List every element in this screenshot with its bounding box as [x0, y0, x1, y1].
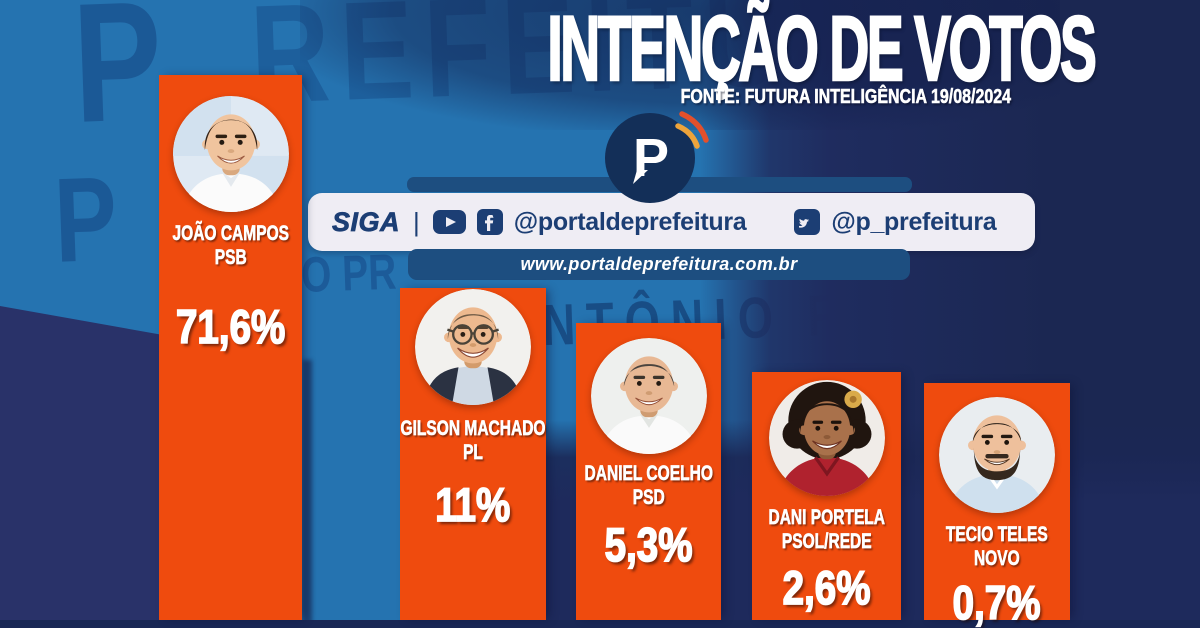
handle-twitter[interactable]: @p_prefeitura — [831, 207, 997, 236]
candidate-party: PL — [463, 440, 483, 464]
vote-percentage: 0,7% — [952, 575, 1041, 628]
vote-percentage: 71,6% — [175, 299, 286, 354]
header: INTENÇÃO DE VOTOS FONTE: FUTURA INTELIGÊ… — [365, 0, 1098, 109]
twitter-icon[interactable] — [794, 209, 821, 235]
bar-tecio-teles: TECIO TELES NOVO 0,7% — [924, 383, 1070, 628]
vote-percentage: 5,3% — [604, 517, 693, 572]
background-wall-left — [0, 306, 163, 628]
candidate-name: GILSON MACHADO PL — [400, 417, 546, 464]
source-note: FONTE: FUTURA INTELIGÊNCIA 19/08/2024 — [680, 86, 1011, 109]
facebook-icon[interactable] — [476, 209, 503, 235]
youtube-icon[interactable] — [432, 210, 466, 234]
background-shadow-top — [300, 0, 1060, 130]
building-letter: P — [70, 0, 166, 159]
website-url: www.portaldeprefeitura.com.br — [520, 254, 798, 274]
candidate-photo — [768, 380, 885, 496]
handle-primary[interactable]: @portaldeprefeitura — [513, 207, 747, 236]
vote-percentage: 11% — [435, 477, 512, 532]
candidate-name: JOÃO CAMPOS PSB — [172, 222, 289, 269]
page-title: INTENÇÃO DE VOTOS — [547, 0, 1098, 100]
background-bottom-strip — [0, 620, 1200, 628]
separator: | — [413, 206, 420, 237]
building-letter: O PR — [300, 243, 398, 303]
candidate-name: DANIEL COELHO PSD — [584, 462, 713, 509]
bar-dani-portela: DANI PORTELA PSOL/REDE 2,6% — [752, 372, 901, 620]
svg-text:P: P — [633, 128, 669, 188]
website-bar[interactable]: www.portaldeprefeitura.com.br — [408, 249, 910, 280]
vote-percentage: 2,6% — [782, 560, 871, 615]
portal-de-prefeitura-logo: P — [605, 111, 709, 203]
candidate-photo — [172, 96, 289, 212]
candidate-name: DANI PORTELA PSOL/REDE — [768, 506, 885, 553]
bar-daniel-coelho: DANIEL COELHO PSD 5,3% — [576, 323, 721, 620]
candidate-name: TECIO TELES NOVO — [946, 523, 1048, 570]
candidate-photo — [939, 397, 1055, 513]
candidate-party: PSOL/REDE — [781, 529, 872, 553]
bar-shadow — [302, 360, 312, 628]
candidate-party: PSD — [632, 485, 665, 509]
bar-joao-campos: JOÃO CAMPOS PSB 71,6% — [159, 75, 302, 620]
candidate-party: NOVO — [974, 546, 1020, 570]
follow-label: SIGA — [332, 206, 401, 237]
candidate-photo — [590, 338, 707, 454]
candidate-party: PSB — [214, 245, 247, 269]
candidate-photo — [415, 289, 531, 405]
bar-gilson-machado: GILSON MACHADO PL 11% — [400, 288, 546, 620]
social-banner: SIGA | @portaldeprefeitura @p_prefeitura — [308, 193, 1035, 251]
